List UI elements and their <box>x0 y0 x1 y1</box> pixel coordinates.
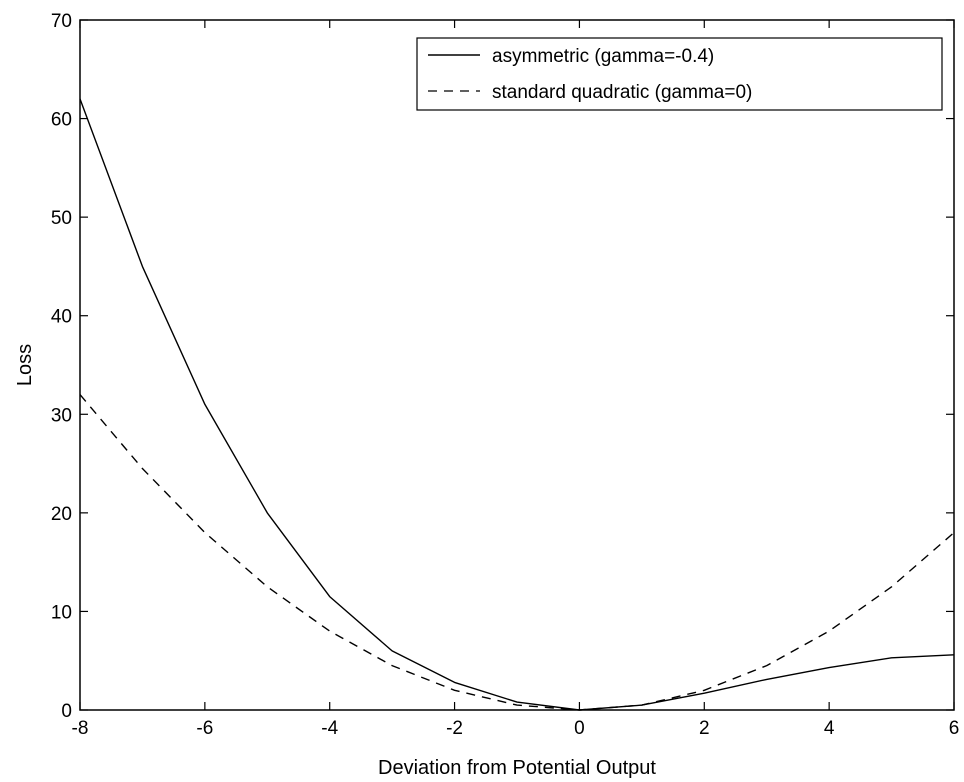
legend-label-asymmetric: asymmetric (gamma=-0.4) <box>492 46 714 67</box>
x-tick-label: -6 <box>196 718 213 739</box>
x-tick-label: 2 <box>699 718 710 739</box>
y-tick-label: 60 <box>51 110 72 131</box>
y-tick-label: 50 <box>51 208 72 229</box>
series-lines <box>79 98 955 711</box>
legend-label-standard: standard quadratic (gamma=0) <box>492 82 752 103</box>
x-tick-label: 0 <box>574 718 585 739</box>
y-axis-label: Loss <box>14 344 36 386</box>
legend: asymmetric (gamma=-0.4) standard quadrat… <box>416 37 943 111</box>
y-tick-label: 70 <box>51 11 72 32</box>
y-tick-label: 10 <box>51 602 72 623</box>
x-tick-label: 6 <box>949 718 960 739</box>
x-tick-label: 4 <box>824 718 835 739</box>
y-tick-label: 0 <box>61 701 72 722</box>
x-axis-label: Deviation from Potential Output <box>378 757 656 779</box>
series-line-asymmetric <box>79 98 955 711</box>
x-tick-label: -4 <box>321 718 338 739</box>
legend-box <box>416 37 943 111</box>
y-tick-label: 20 <box>51 504 72 525</box>
x-tick-label: -2 <box>446 718 463 739</box>
y-tick-label: 40 <box>51 307 72 328</box>
y-tick-label: 30 <box>51 405 72 426</box>
x-tick-label: -8 <box>72 718 89 739</box>
plot-area <box>79 19 955 711</box>
series-line-standard-quadratic <box>79 394 955 711</box>
